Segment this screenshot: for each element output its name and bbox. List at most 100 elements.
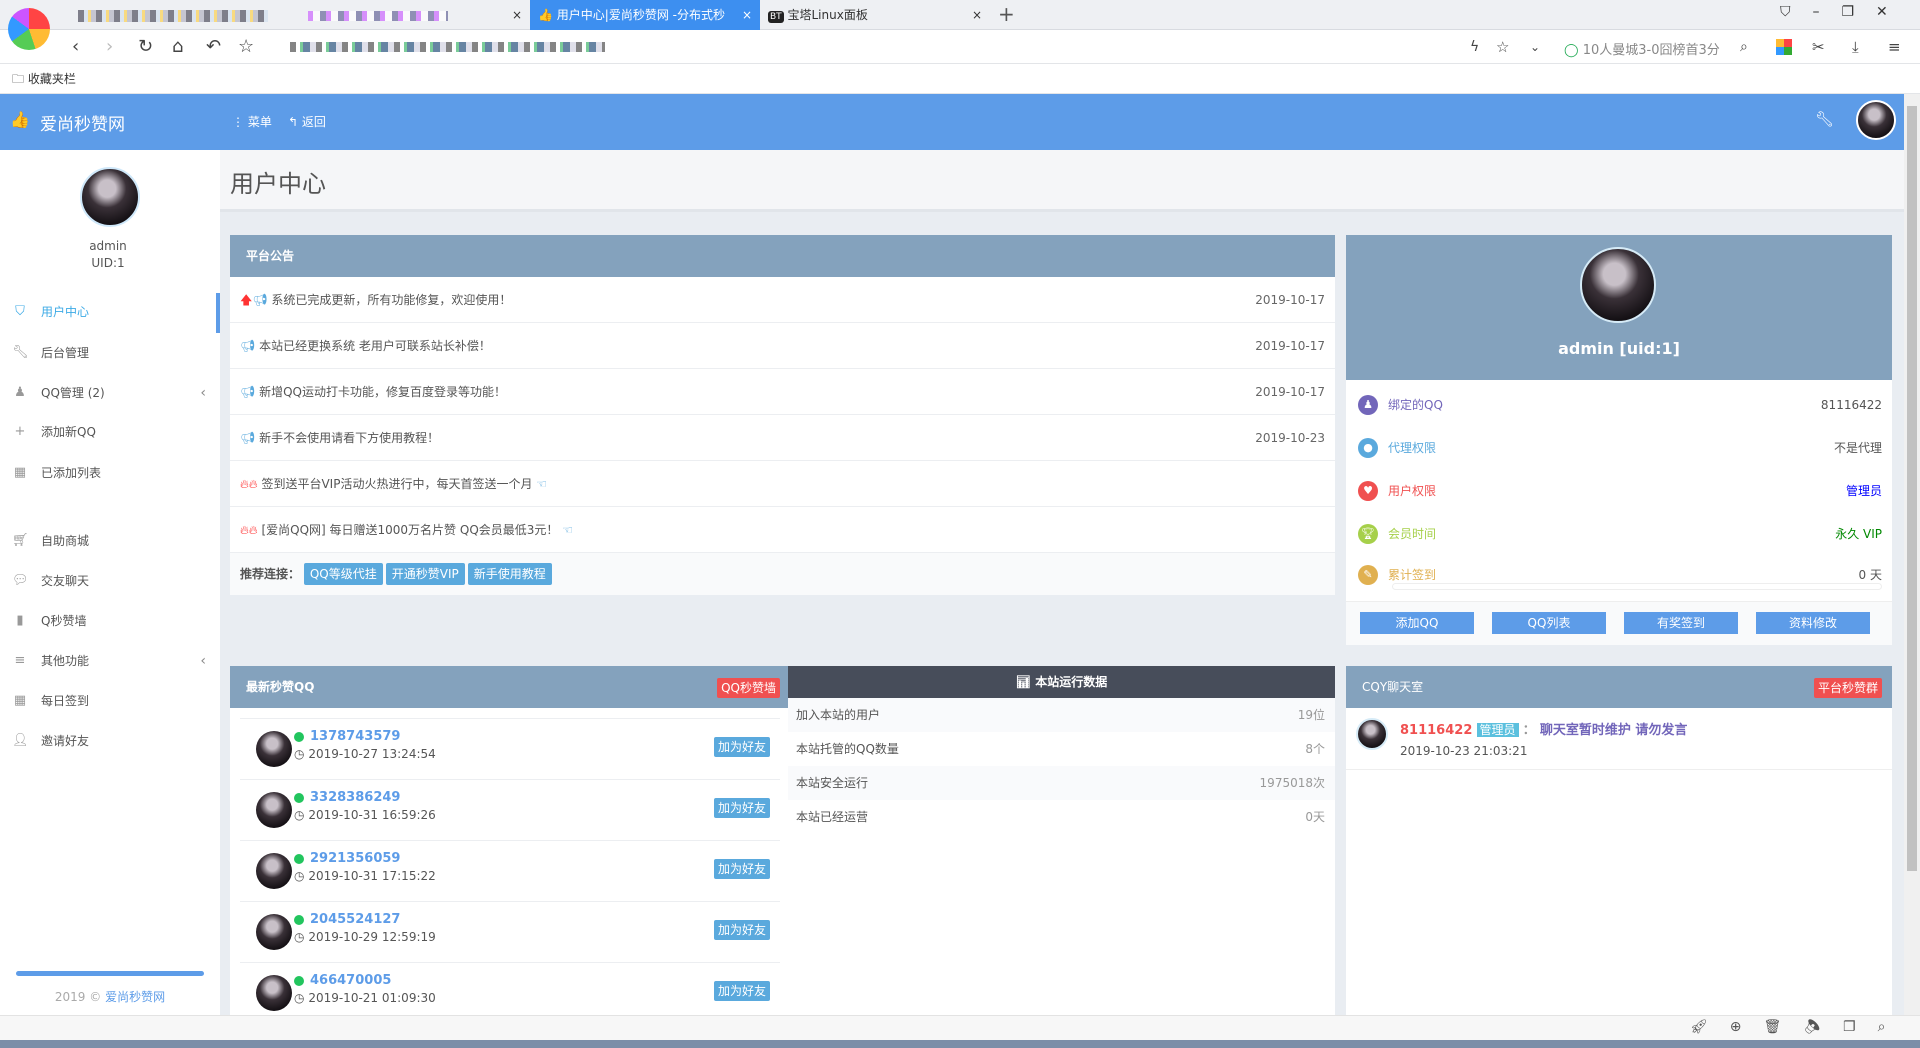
sidebar-item-user-center[interactable]: ⛉ 用户中心 bbox=[0, 297, 220, 327]
close-tab-icon[interactable]: × bbox=[741, 8, 752, 22]
address-bar[interactable] bbox=[290, 42, 605, 52]
new-tab-button[interactable]: + bbox=[998, 2, 1015, 26]
browser-tab[interactable]: BT 宝塔Linux面板 × bbox=[760, 0, 990, 30]
back-icon[interactable]: ‹ bbox=[72, 36, 80, 57]
announcement-item[interactable]: 🔥︎🔥︎ 签到送平台VIP活动火热进行中，每天首签送一个月 ☜ bbox=[230, 461, 1335, 507]
announcement-item[interactable]: 🔥︎🔥︎ [爱尚QQ网] 每日赠送1000万名片赞 QQ会员最低3元！ ☜ bbox=[230, 507, 1335, 553]
reload-icon[interactable]: ↻ bbox=[138, 36, 154, 57]
star-icon[interactable]: ☆ bbox=[238, 36, 255, 57]
sidebar-item-chat[interactable]: 💬︎ 交友聊天 bbox=[0, 566, 220, 596]
announcement-item[interactable]: 📢︎ 新手不会使用请看下方使用教程！ 2019-10-23 bbox=[230, 415, 1335, 461]
qq-icon: ♟ bbox=[1358, 395, 1378, 415]
add-qq-button[interactable]: 添加QQ bbox=[1360, 612, 1474, 634]
close-tab-icon[interactable]: × bbox=[511, 8, 522, 22]
bookmarks-bar: 🗀 收藏夹栏 bbox=[0, 64, 1920, 94]
status-tool-icons[interactable]: 🚀︎⊕🗑︎🔈︎❐⌕ bbox=[1690, 1019, 1908, 1035]
taskbar bbox=[0, 1040, 1920, 1048]
sidebar-avatar bbox=[80, 167, 140, 227]
link-qq-level[interactable]: QQ等级代挂 bbox=[303, 563, 383, 585]
browser-tab-active[interactable]: 👍 用户中心|爱尚秒赞网 -分布式秒 × bbox=[530, 0, 760, 30]
undo-icon[interactable]: ↶ bbox=[206, 36, 222, 57]
chat-sender[interactable]: 81116422 bbox=[1400, 723, 1473, 738]
footer-link[interactable]: 爱尚秒赞网 bbox=[105, 990, 166, 1004]
qq-number[interactable]: 1378743579 bbox=[310, 729, 401, 744]
download-icon[interactable]: ⤓ bbox=[1852, 38, 1859, 56]
qq-time: ◷ 2019-10-31 16:59:26 bbox=[294, 808, 436, 822]
browser-tab[interactable] bbox=[70, 0, 300, 30]
sidebar-item-add-qq[interactable]: + 添加新QQ bbox=[0, 417, 220, 447]
chat-message: 81116422 管理员 ： 聊天室暂时维护 请勿发言 2019-10-23 2… bbox=[1346, 708, 1892, 770]
qq-time: ◷ 2019-10-29 12:59:19 bbox=[294, 930, 436, 944]
app-header: 👍 爱尚秒赞网 ⋮ 菜单 ↰ 返回 🔧︎ bbox=[0, 94, 1904, 150]
sidebar-item-other[interactable]: ≡ 其他功能 ‹ bbox=[0, 646, 220, 676]
announcements-header: 平台公告 bbox=[230, 235, 1335, 277]
announcement-item[interactable]: 📢︎ 新增QQ运动打卡功能，修复百度登录等功能！ 2019-10-17 bbox=[230, 369, 1335, 415]
home-icon[interactable]: ⌂ bbox=[172, 36, 184, 57]
user-icon: ● bbox=[1358, 438, 1378, 458]
reward-signin-button[interactable]: 有奖签到 bbox=[1624, 612, 1738, 634]
link-tutorial[interactable]: 新手使用教程 bbox=[467, 563, 552, 585]
sidebar-item-qq-manage[interactable]: ♟ QQ管理 (2) ‹ bbox=[0, 378, 220, 408]
search-icon[interactable]: ⌕ bbox=[1740, 39, 1748, 55]
like-wall-badge[interactable]: QQ秒赞墙 bbox=[717, 678, 780, 698]
sidebar-item-shop[interactable]: 🛒︎ 自助商城 bbox=[0, 526, 220, 556]
lightning-icon[interactable]: ϟ bbox=[1470, 39, 1480, 55]
qq-time: ◷ 2019-10-21 01:09:30 bbox=[294, 991, 436, 1005]
bookmark-icon: ▮ bbox=[16, 613, 24, 628]
qq-number[interactable]: 466470005 bbox=[310, 973, 392, 988]
chat-avatar bbox=[1356, 718, 1388, 750]
folder-icon: 🗀 bbox=[12, 72, 25, 86]
announcement-item[interactable]: 🡅📢︎ 系统已完成更新，所有功能修复，欢迎使用！ 2019-10-17 bbox=[230, 277, 1335, 323]
sidebar-item-admin[interactable]: 🔧︎ 后台管理 bbox=[0, 338, 220, 368]
sidebar-item-invite[interactable]: 👤︎ 邀请好友 bbox=[0, 726, 220, 756]
profile-row-role: ♥ 用户权限 管理员 bbox=[1358, 476, 1882, 506]
calendar-icon: ▦ bbox=[13, 693, 27, 708]
sidebar-item-like-wall[interactable]: ▮ Q秒赞墙 bbox=[0, 606, 220, 636]
sidebar-footer: 2019 © 爱尚秒赞网 bbox=[54, 990, 166, 1004]
qq-number[interactable]: 3328386249 bbox=[310, 790, 401, 805]
add-friend-button[interactable]: 加为好友 bbox=[713, 737, 770, 757]
qq-list-button[interactable]: QQ列表 bbox=[1492, 612, 1606, 634]
dropdown-icon[interactable]: ⌄ bbox=[1530, 40, 1541, 54]
bookmarks-folder[interactable]: 收藏夹栏 bbox=[27, 72, 76, 86]
forward-icon[interactable]: › bbox=[106, 36, 114, 57]
add-friend-button[interactable]: 加为好友 bbox=[713, 859, 770, 879]
add-friend-button[interactable]: 加为好友 bbox=[713, 981, 770, 1001]
add-friend-button[interactable]: 加为好友 bbox=[713, 798, 770, 818]
sidebar-item-qq-list[interactable]: ▦ 已添加列表 bbox=[0, 458, 220, 488]
close-tab-icon[interactable]: × bbox=[971, 8, 982, 22]
qq-time: ◷ 2019-10-27 13:24:54 bbox=[294, 747, 436, 761]
scrollbar-thumb[interactable] bbox=[1907, 106, 1917, 871]
announcement-item[interactable]: 📢︎ 本站已经更换系统 老用户可联系站长补偿！ 2019-10-17 bbox=[230, 323, 1335, 369]
sidebar-item-signin[interactable]: ▦ 每日签到 bbox=[0, 686, 220, 716]
news-ticker[interactable]: ◯ 10人曼城3-0囧榜首3分 bbox=[1564, 43, 1720, 58]
edit-profile-button[interactable]: 资料修改 bbox=[1756, 612, 1870, 634]
clock-icon: ◷ bbox=[294, 808, 305, 822]
online-dot-icon bbox=[294, 793, 304, 803]
page-title: 用户中心 bbox=[230, 170, 326, 198]
wrench-icon[interactable]: 🔧︎ bbox=[1815, 110, 1835, 128]
qq-number[interactable]: 2921356059 bbox=[310, 851, 401, 866]
link-vip[interactable]: 开通秒赞VIP bbox=[385, 563, 465, 585]
table-icon: ▦ bbox=[13, 465, 27, 480]
favorite-icon[interactable]: ☆ bbox=[1496, 38, 1510, 56]
browser-tab[interactable]: × bbox=[300, 0, 530, 30]
qq-number[interactable]: 2045524127 bbox=[310, 912, 401, 927]
menu-button[interactable]: ⋮ 菜单 bbox=[232, 115, 272, 129]
page-scrollbar[interactable] bbox=[1904, 94, 1920, 1015]
menu-icon[interactable]: ≡ bbox=[1888, 38, 1901, 56]
site-name[interactable]: 爱尚秒赞网 bbox=[40, 115, 125, 135]
browser-logo-icon[interactable] bbox=[8, 8, 50, 50]
qq-list-item: 1378743579 ◷ 2019-10-27 13:24:54 加为好友 bbox=[240, 718, 780, 779]
scissors-icon[interactable]: ✂ bbox=[1812, 38, 1825, 56]
window-controls[interactable]: ⛉–❐✕ bbox=[1780, 4, 1910, 20]
hand-pointer-icon: ☜ bbox=[562, 523, 573, 537]
fire-icon: 🔥︎🔥︎ bbox=[240, 477, 258, 491]
apps-icon[interactable] bbox=[1776, 39, 1792, 55]
group-badge[interactable]: 平台秒赞群 bbox=[1813, 678, 1882, 698]
header-avatar[interactable] bbox=[1856, 100, 1896, 140]
back-button[interactable]: ↰ 返回 bbox=[288, 115, 326, 129]
trophy-icon: 🏆︎ bbox=[1358, 524, 1378, 544]
add-friend-button[interactable]: 加为好友 bbox=[713, 920, 770, 940]
profile-panel: admin [uid:1] ♟ 绑定的QQ 81116422 ● 代理权限 不是代理 ♥… bbox=[1346, 235, 1892, 645]
